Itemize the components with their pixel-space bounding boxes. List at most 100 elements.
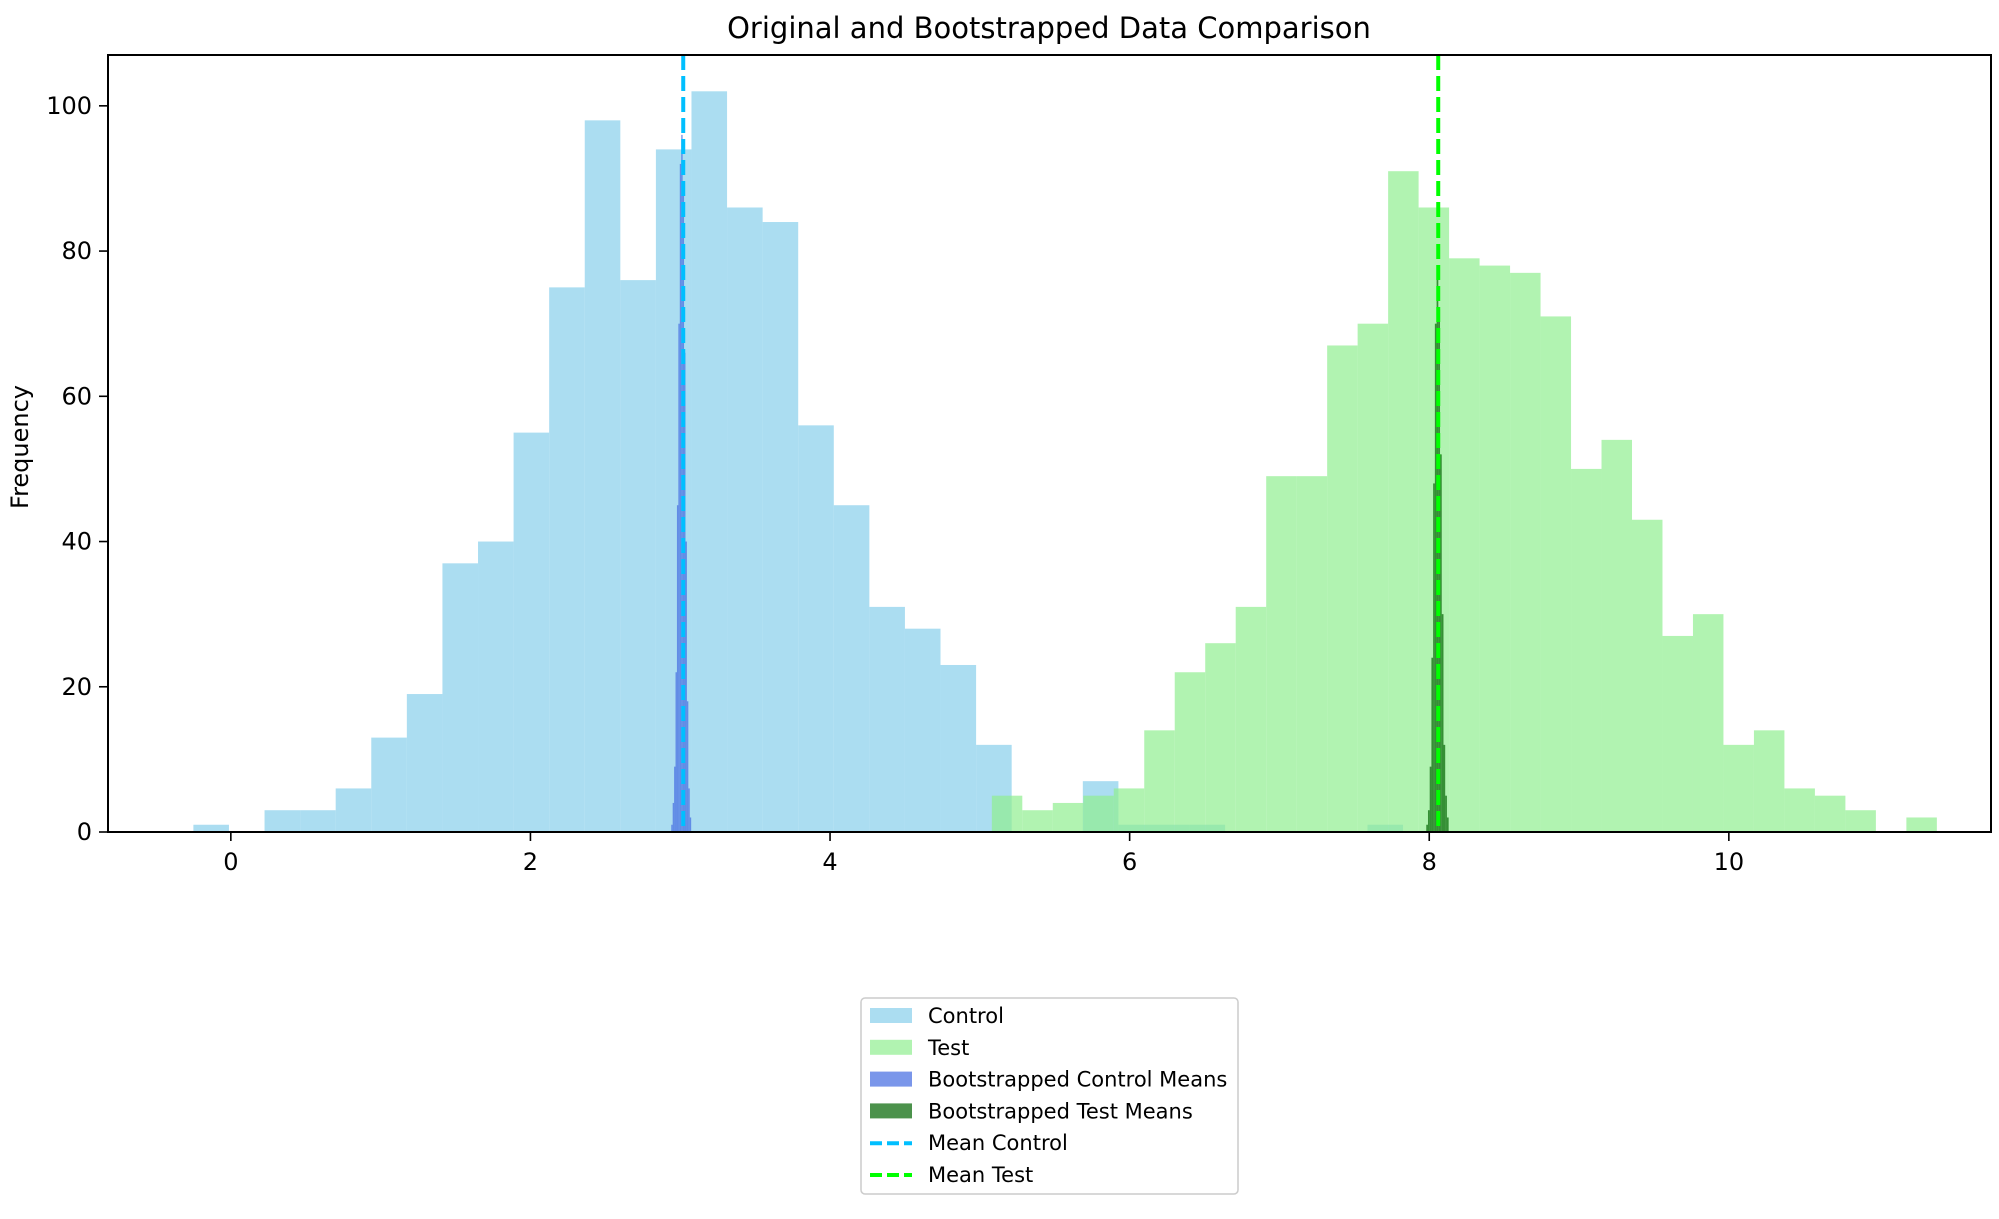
y-axis-label: Frequency xyxy=(6,385,34,509)
bars-layer xyxy=(193,91,1937,833)
test-bar xyxy=(991,795,1023,832)
y-tick-label: 60 xyxy=(61,382,92,410)
bootstrapped-test-means-bar xyxy=(1426,824,1428,832)
y-axis-ticks: 0 20 40 60 80 100 xyxy=(46,92,108,846)
bootstrapped-test-means-bar xyxy=(1429,766,1432,832)
bootstrapped-control-means-bar xyxy=(671,824,673,832)
control-bar xyxy=(620,280,656,832)
y-tick-label: 0 xyxy=(77,818,92,846)
test-bar xyxy=(1113,788,1145,832)
control-bar xyxy=(478,541,514,832)
control-bar xyxy=(549,287,585,832)
x-axis-ticks: 0 2 4 6 8 10 xyxy=(223,832,1744,876)
bootstrapped-test-means-bar xyxy=(1434,323,1437,832)
test-bar xyxy=(1601,439,1633,832)
control-bar xyxy=(691,91,728,832)
bootstrapped-test-means-bar xyxy=(1433,483,1435,832)
bootstrapped-control-means-bar xyxy=(679,163,682,832)
control-bar xyxy=(904,628,941,832)
test-bar xyxy=(1327,345,1358,832)
bootstrapped-test-means-bar xyxy=(1427,810,1430,832)
control-bar xyxy=(371,737,407,832)
test-bar xyxy=(1540,316,1572,833)
control-bar xyxy=(798,425,834,832)
legend-label: Mean Control xyxy=(928,1131,1068,1155)
bootstrapped-control-means-bar xyxy=(688,788,690,832)
test-bar xyxy=(1784,788,1815,832)
test-bar xyxy=(1632,519,1663,832)
control-bar xyxy=(833,505,870,832)
test-bar xyxy=(1662,635,1693,832)
bootstrapped-test-means-bar xyxy=(1445,795,1447,832)
bootstrapped-control-means-bar xyxy=(686,701,689,832)
test-bar xyxy=(1022,810,1053,832)
legend-item-control: Control xyxy=(870,1004,1004,1028)
test-bar xyxy=(1906,817,1937,832)
legend-swatch xyxy=(870,1008,912,1023)
test-bar xyxy=(1571,468,1602,832)
control-bar xyxy=(442,563,479,832)
bootstrapped-test-means-bar xyxy=(1431,657,1434,832)
control-bar xyxy=(727,207,763,832)
legend: Control Test Bootstrapped Control Means Boo… xyxy=(860,997,1239,1195)
x-tick-label: 8 xyxy=(1422,848,1437,876)
y-tick-label: 40 xyxy=(61,528,92,556)
legend-swatch xyxy=(870,1103,912,1119)
test-bar xyxy=(1753,730,1785,832)
test-bar xyxy=(1388,171,1419,833)
control-bar xyxy=(762,222,799,833)
legend-swatch xyxy=(870,1039,912,1055)
bootstrapped-control-means-bar xyxy=(685,541,687,832)
control-series xyxy=(193,91,1404,833)
control-bar xyxy=(335,788,372,832)
test-bar xyxy=(1723,744,1754,832)
control-bar xyxy=(406,694,443,832)
test-bar xyxy=(1052,802,1084,832)
y-tick-label: 100 xyxy=(46,92,92,120)
bootstrapped-control-means-bar xyxy=(676,505,679,832)
bootstrapped-control-means-bar xyxy=(674,766,676,832)
legend-item-bootstrapped-control-means: Bootstrapped Control Means xyxy=(870,1068,1227,1092)
legend-label: Bootstrapped Test Means xyxy=(928,1099,1193,1123)
bootstrapped-control-means-bar xyxy=(672,802,675,832)
legend-box xyxy=(860,997,1239,1195)
test-bar xyxy=(1692,614,1724,832)
legend-label: Control xyxy=(928,1004,1004,1028)
bootstrapped-control-means-bar xyxy=(682,192,685,832)
test-bar xyxy=(1083,795,1114,832)
mean-lines-layer xyxy=(681,55,1441,832)
control-bar xyxy=(940,664,977,832)
chart-title: Original and Bootstrapped Data Compariso… xyxy=(727,11,1371,45)
control-bar xyxy=(193,824,229,832)
legend-item-bootstrapped-test-means: Bootstrapped Test Means xyxy=(870,1099,1193,1123)
test-bar xyxy=(1296,476,1328,832)
test-bar xyxy=(1510,272,1541,832)
x-tick-label: 6 xyxy=(1122,848,1137,876)
test-bar xyxy=(1479,265,1511,833)
test-bar xyxy=(1235,606,1267,832)
legend-swatch xyxy=(870,1071,912,1087)
x-tick-label: 4 xyxy=(822,848,837,876)
control-bar xyxy=(300,810,336,832)
test-bar xyxy=(1845,810,1876,832)
legend-label: Bootstrapped Control Means xyxy=(928,1068,1227,1092)
test-bar xyxy=(1144,730,1175,832)
legend-label: Mean Test xyxy=(928,1163,1033,1187)
test-series xyxy=(991,171,1937,833)
test-bar xyxy=(1814,795,1846,832)
test-bar xyxy=(1266,476,1297,832)
control-bar xyxy=(513,432,550,832)
test-bar xyxy=(1449,258,1480,832)
bootstrapped-test-means-bar xyxy=(1441,614,1444,832)
test-bar xyxy=(1205,643,1236,832)
bootstrapped-test-means-bar xyxy=(1446,817,1449,832)
control-bar xyxy=(584,120,621,832)
x-tick-label: 10 xyxy=(1714,848,1745,876)
y-tick-label: 20 xyxy=(61,673,92,701)
bootstrapped-control-means-bar xyxy=(675,672,677,832)
bootstrapped-test-means-bar xyxy=(1440,454,1442,832)
legend-item-mean-test: Mean Test xyxy=(870,1163,1033,1187)
test-bar xyxy=(1357,323,1389,832)
legend-item-mean-control: Mean Control xyxy=(870,1131,1068,1155)
